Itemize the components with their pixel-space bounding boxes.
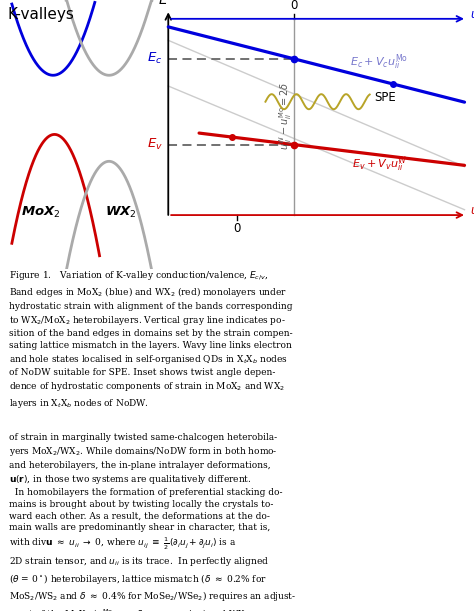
Text: K-valleys: K-valleys <box>7 7 74 22</box>
Text: $u_{ii}^{\rm W}$: $u_{ii}^{\rm W}$ <box>470 202 474 222</box>
Text: 0: 0 <box>233 222 241 235</box>
Text: of strain in marginally twisted same-chalcogen heterobila-
yers MoX$_2$/WX$_2$. : of strain in marginally twisted same-cha… <box>9 433 297 611</box>
Text: $u_{ii}^{\rm Mo}$: $u_{ii}^{\rm Mo}$ <box>470 6 474 26</box>
Text: WX$_2$: WX$_2$ <box>105 205 137 220</box>
Text: Figure 1.   Variation of K-valley conduction/valence, $E_{c/v}$,
Band edges in M: Figure 1. Variation of K-valley conducti… <box>9 269 293 409</box>
Text: $E_v$: $E_v$ <box>146 137 163 152</box>
Text: 0: 0 <box>290 0 298 12</box>
Text: $E_c$: $E_c$ <box>147 51 163 67</box>
Text: SPE: SPE <box>374 91 396 104</box>
Text: MoX$_2$: MoX$_2$ <box>20 205 60 220</box>
Text: $E_c+V_cu_{ii}^{\rm Mo}$: $E_c+V_cu_{ii}^{\rm Mo}$ <box>350 53 408 72</box>
Text: $u_{ii}^{\rm W}-u_{ii}^{\rm Mo}=2\delta$: $u_{ii}^{\rm W}-u_{ii}^{\rm Mo}=2\delta$ <box>277 81 294 150</box>
Text: $E_v+V_vu_{ii}^{\rm W}$: $E_v+V_vu_{ii}^{\rm W}$ <box>352 154 407 174</box>
Text: $E$: $E$ <box>158 0 169 7</box>
